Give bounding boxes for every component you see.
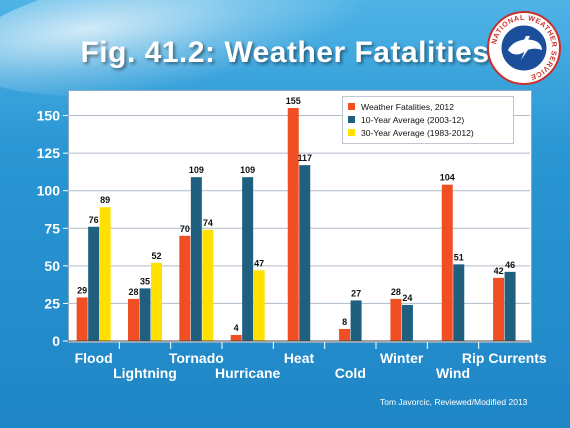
data-label: 27 [351, 288, 361, 298]
slide-title: Fig. 41.2: Weather Fatalities [80, 36, 490, 69]
x-tick-label: Wind [436, 365, 470, 381]
bar [339, 328, 351, 341]
x-tick-label: Heat [284, 350, 315, 366]
y-tick-label: 50 [44, 258, 60, 274]
data-label: 70 [180, 224, 190, 234]
nws-seal-icon: NATIONAL WEATHER SERVICE [487, 11, 561, 85]
data-label: 109 [189, 165, 204, 175]
data-label: 104 [440, 173, 455, 183]
credit-text: Tom Javorcic, Reviewed/Modified 2013 [380, 397, 528, 407]
x-tick-label: Tornado [169, 350, 224, 366]
data-label: 42 [494, 266, 504, 276]
legend-swatch-2012 [348, 103, 355, 110]
data-label: 51 [454, 252, 464, 262]
data-label: 24 [402, 293, 412, 303]
bar [230, 334, 242, 341]
y-tick-label: 75 [44, 220, 60, 236]
data-label: 46 [505, 260, 515, 270]
legend-entry-10yr: 10-Year Average (2003-12) [348, 113, 508, 126]
y-tick-label: 100 [37, 183, 61, 199]
data-label: 28 [128, 287, 138, 297]
bar [253, 270, 265, 341]
legend-swatch-10yr [348, 116, 355, 123]
bar [401, 304, 413, 341]
legend-entry-2012: Weather Fatalities, 2012 [348, 100, 508, 113]
y-tick-label: 125 [37, 145, 61, 161]
bar [99, 207, 111, 341]
data-label: 76 [89, 215, 99, 225]
x-tick-label: Cold [335, 365, 366, 381]
x-tick-label: Lightning [113, 365, 177, 381]
data-label: 155 [286, 96, 301, 106]
data-label: 109 [240, 165, 255, 175]
x-tick-label: Flood [75, 350, 113, 366]
legend-swatch-30yr [348, 129, 355, 136]
y-tick-label: 150 [37, 108, 61, 124]
legend-label-2012: Weather Fatalities, 2012 [361, 101, 454, 112]
legend-entry-30yr: 30-Year Average (1983-2012) [348, 126, 508, 139]
data-label: 74 [203, 218, 213, 228]
bar [179, 235, 191, 341]
data-label: 117 [297, 153, 312, 163]
bar [493, 277, 505, 341]
legend-label-10yr: 10-Year Average (2003-12) [361, 114, 465, 125]
bar [287, 108, 299, 342]
x-tick-label: Hurricane [215, 365, 281, 381]
data-label: 47 [254, 258, 264, 268]
y-tick-label: 25 [44, 295, 60, 311]
data-label: 35 [140, 276, 150, 286]
bar [139, 288, 151, 341]
data-label: 8 [342, 317, 347, 327]
y-tick-label: 0 [52, 333, 60, 349]
x-tick-label: Winter [380, 350, 424, 366]
bar [76, 297, 88, 341]
bar [128, 298, 139, 341]
bar [242, 177, 254, 341]
data-label: 28 [391, 287, 401, 297]
bar [390, 298, 402, 341]
bar [504, 271, 516, 341]
x-tick-label: Rip Currents [462, 350, 547, 366]
bar [441, 184, 453, 341]
chart-legend: Weather Fatalities, 2012 10-Year Average… [342, 96, 514, 144]
bar [299, 165, 311, 341]
bar [151, 262, 162, 341]
data-label: 4 [234, 323, 239, 333]
bar [202, 229, 214, 341]
legend-label-30yr: 30-Year Average (1983-2012) [361, 127, 474, 138]
data-label: 29 [77, 285, 87, 295]
bar [88, 226, 100, 341]
data-label: 89 [100, 195, 110, 205]
data-label: 52 [151, 251, 161, 261]
bar [350, 300, 362, 341]
bar [453, 264, 465, 341]
bar [190, 177, 202, 341]
